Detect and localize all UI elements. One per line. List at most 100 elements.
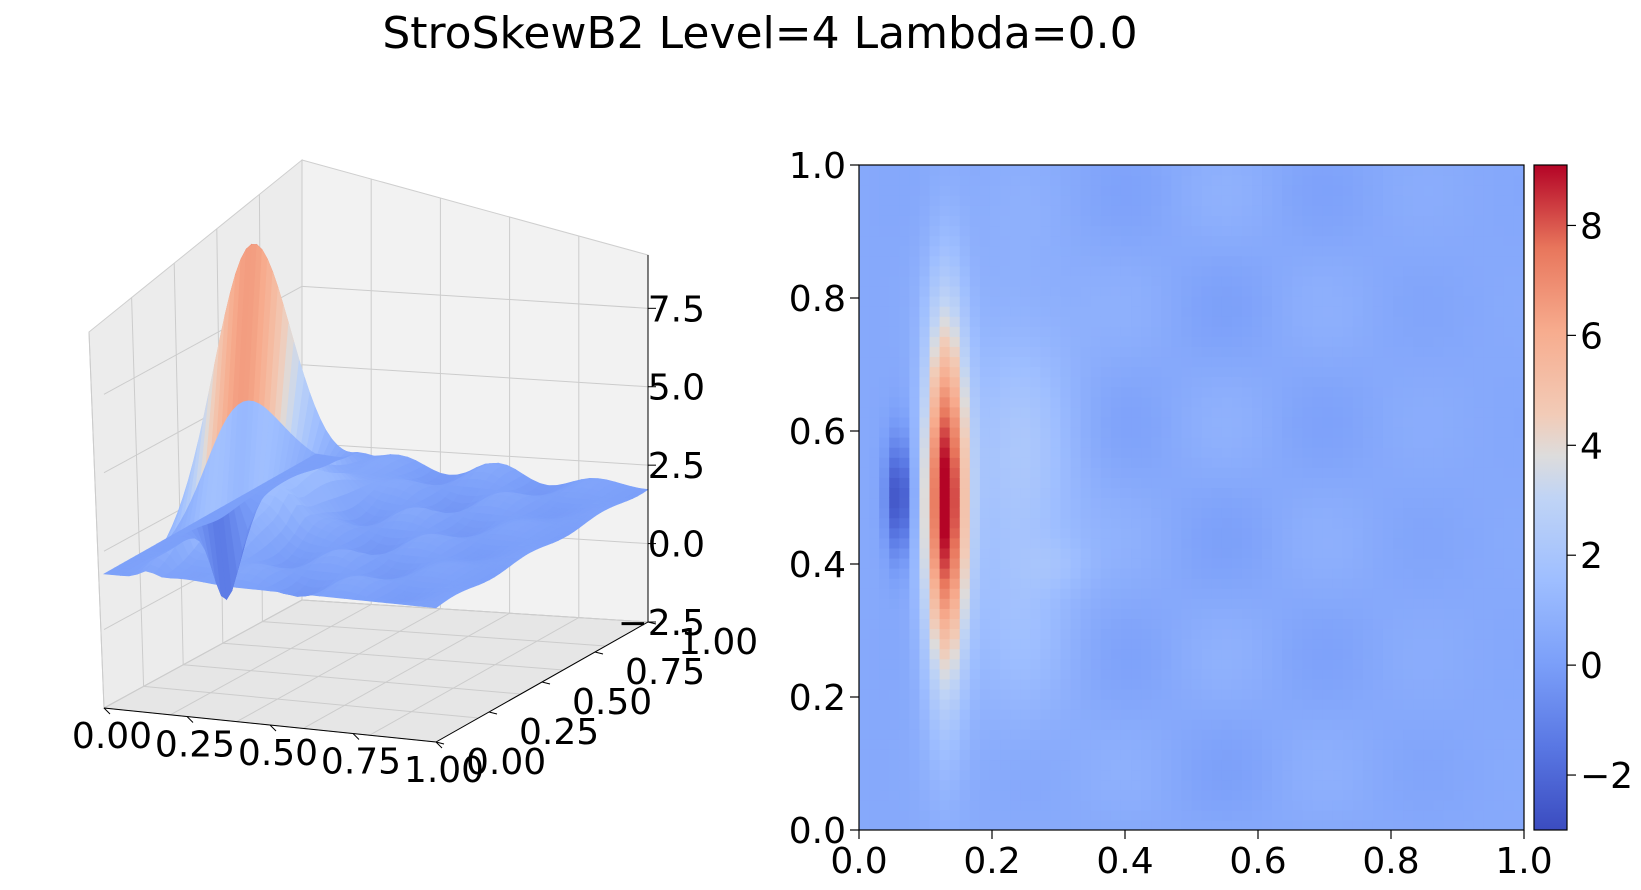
heatmap-cell <box>1503 477 1515 489</box>
heatmap-cell <box>949 527 961 539</box>
heatmap-cell <box>1030 779 1041 791</box>
heatmap-cell <box>1161 799 1172 811</box>
heatmap-cell <box>1302 517 1314 529</box>
heatmap-cell <box>1262 386 1273 398</box>
heatmap-cell <box>1292 709 1303 720</box>
heatmap-cell <box>1312 175 1324 186</box>
heatmap-cell <box>1211 245 1223 257</box>
heatmap-cell <box>1322 265 1334 277</box>
heatmap-cell <box>1433 396 1444 408</box>
heatmap-cell <box>1483 366 1495 378</box>
heatmap-cell <box>1131 759 1142 771</box>
heatmap-cell <box>1513 688 1524 700</box>
heatmap-cell <box>879 366 890 378</box>
heatmap-cell <box>1171 598 1183 609</box>
heatmap-cell <box>859 517 870 529</box>
heatmap-cell <box>859 195 870 206</box>
heatmap-cell <box>1191 225 1203 237</box>
heatmap-cell <box>1020 316 1031 327</box>
heatmap-cell <box>939 779 951 791</box>
heatmap-cell <box>1010 739 1021 750</box>
heatmap-cell <box>1070 819 1082 830</box>
heatmap-cell <box>869 487 880 499</box>
heatmap-cell <box>1181 265 1193 277</box>
heatmap-cell <box>959 195 971 206</box>
heatmap-cell <box>1171 799 1183 811</box>
heatmap-cell <box>1050 416 1062 428</box>
heatmap-cell <box>1463 568 1475 579</box>
heatmap-cell <box>1181 688 1193 700</box>
heatmap-cell <box>1161 175 1172 186</box>
heatmap-cell <box>1473 588 1485 599</box>
heatmap-cell <box>939 628 951 640</box>
grid-line <box>301 364 649 388</box>
heatmap-cell <box>1020 759 1031 771</box>
heatmap-cell <box>1503 457 1515 468</box>
heatmap-cell <box>1040 719 1052 730</box>
heatmap-cell <box>1443 175 1455 186</box>
heatmap-cell <box>1020 648 1031 660</box>
heatmap-cell <box>1181 477 1193 489</box>
heatmap-cell <box>929 336 941 347</box>
heatmap-cell <box>1181 648 1193 660</box>
heatmap-cell <box>1181 759 1193 771</box>
heatmap-cell <box>1312 638 1324 650</box>
heatmap-cell <box>939 527 951 539</box>
heatmap-cell <box>1503 497 1515 509</box>
heatmap-cell <box>1262 396 1273 408</box>
heatmap-cell <box>1100 477 1112 489</box>
heatmap-cell <box>1141 336 1152 347</box>
heatmap-cell <box>1393 265 1404 277</box>
heatmap-cell <box>1493 658 1505 670</box>
heatmap-cell <box>1110 275 1122 287</box>
heatmap-cell <box>1010 648 1021 660</box>
heatmap-cell <box>1181 396 1193 408</box>
heatmap-cell <box>1382 396 1394 408</box>
heatmap-cell <box>1070 195 1082 206</box>
heatmap-cell <box>1312 688 1324 700</box>
heatmap-cell <box>1503 265 1515 277</box>
heatmap-cell <box>1282 255 1293 267</box>
heatmap-cell <box>1463 215 1475 227</box>
heatmap-cell <box>1292 437 1303 448</box>
heatmap-cell <box>1000 426 1011 438</box>
heatmap-cell <box>1010 366 1021 378</box>
heatmap-cell <box>919 426 931 438</box>
heatmap-cell <box>1453 628 1465 640</box>
heatmap-cell <box>1503 759 1515 771</box>
heatmap-cell <box>1030 306 1041 317</box>
heatmap-cell <box>1352 809 1364 821</box>
heatmap-cell <box>919 487 931 499</box>
heatmap-cell <box>1302 547 1314 559</box>
grid-line <box>301 599 649 623</box>
heatmap-cell <box>1393 245 1404 257</box>
heatmap-cell <box>1513 719 1524 730</box>
y-tick-label: 0.6 <box>789 412 846 453</box>
heatmap-cell <box>919 588 931 599</box>
heatmap-cell <box>1181 517 1193 529</box>
heatmap-cell <box>1231 668 1243 680</box>
heatmap-cell <box>1191 275 1203 287</box>
heatmap-cell <box>1020 265 1031 277</box>
heatmap-cell <box>1463 497 1475 509</box>
heatmap-cell <box>1131 447 1142 458</box>
heatmap-cell <box>1473 527 1485 539</box>
heatmap-cell <box>869 719 880 730</box>
heatmap-cell <box>1493 668 1505 680</box>
heatmap-cell <box>1191 608 1203 620</box>
heatmap-cell <box>1362 437 1374 448</box>
heatmap-cell <box>1000 487 1011 499</box>
heatmap-cell <box>959 668 971 680</box>
heatmap-cell <box>879 215 890 227</box>
heatmap-cell <box>1513 225 1524 237</box>
heatmap-cell <box>1262 316 1273 327</box>
heatmap-cell <box>1453 437 1465 448</box>
heatmap-cell <box>1503 668 1515 680</box>
heatmap-cell <box>1342 265 1354 277</box>
heatmap-cell <box>1090 719 1102 730</box>
heatmap-cell <box>1463 809 1475 821</box>
heatmap-cell <box>1231 467 1243 478</box>
heatmap-cell <box>1413 578 1424 589</box>
heatmap-cell <box>1503 447 1515 458</box>
heatmap-cell <box>889 366 900 378</box>
